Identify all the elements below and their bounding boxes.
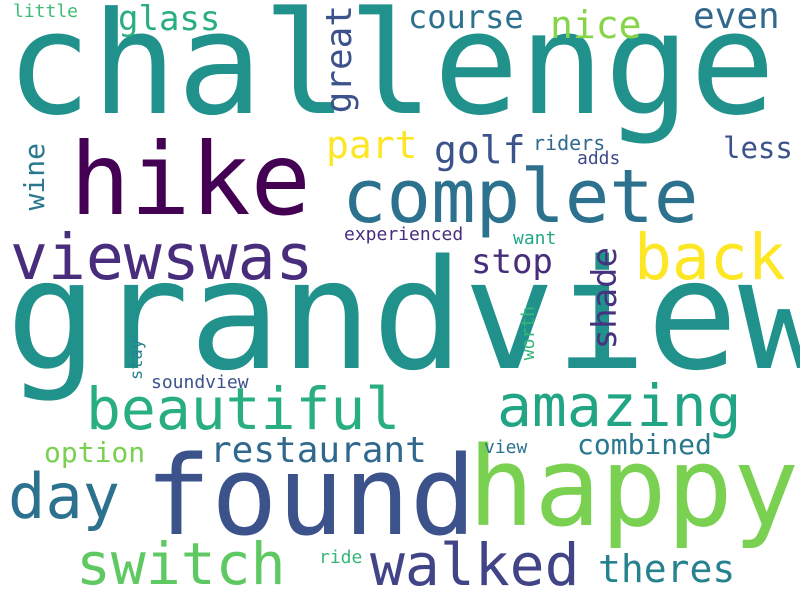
word-combined: combined — [577, 428, 712, 461]
word-challenge: challenge — [6, 0, 776, 147]
word-nice: nice — [550, 3, 642, 47]
word-complete: complete — [342, 154, 699, 240]
word-riders: riders — [533, 131, 606, 155]
word-soundview: soundview — [151, 372, 249, 393]
word-wine: wine — [18, 143, 51, 211]
word-ride: ride — [319, 547, 363, 568]
word-amazing: amazing — [497, 372, 742, 440]
word-golf: golf — [434, 128, 526, 172]
word-experienced: experienced — [344, 224, 464, 245]
word-glass: glass — [118, 0, 221, 39]
word-stay: stay — [127, 339, 147, 380]
word-adds: adds — [577, 148, 621, 169]
word-day: day — [8, 460, 120, 533]
word-viewswas: viewswas — [10, 221, 314, 294]
word-back: back — [634, 221, 786, 294]
word-hike: hike — [70, 121, 311, 238]
word-grandview: grandview — [6, 227, 800, 404]
word-beautiful: beautiful — [86, 375, 401, 443]
word-course: course — [408, 0, 524, 36]
word-found: found — [145, 432, 477, 560]
word-want: want — [513, 228, 557, 249]
word-less: less — [723, 131, 793, 165]
word-view: view — [484, 437, 528, 458]
word-walked: walked — [370, 531, 580, 599]
word-shade: shade — [585, 247, 625, 350]
word-restaurant: restaurant — [210, 430, 427, 471]
word-even: even — [693, 0, 780, 37]
word-option: option — [44, 436, 146, 469]
word-part: part — [326, 123, 418, 167]
word-switch: switch — [76, 530, 286, 598]
word-theres: theres — [598, 547, 736, 591]
word-stop: stop — [471, 242, 553, 282]
word-happy: happy — [468, 423, 800, 551]
word-little: little — [13, 1, 79, 22]
word-worth: worth — [518, 306, 539, 361]
word-great: great — [319, 5, 360, 114]
